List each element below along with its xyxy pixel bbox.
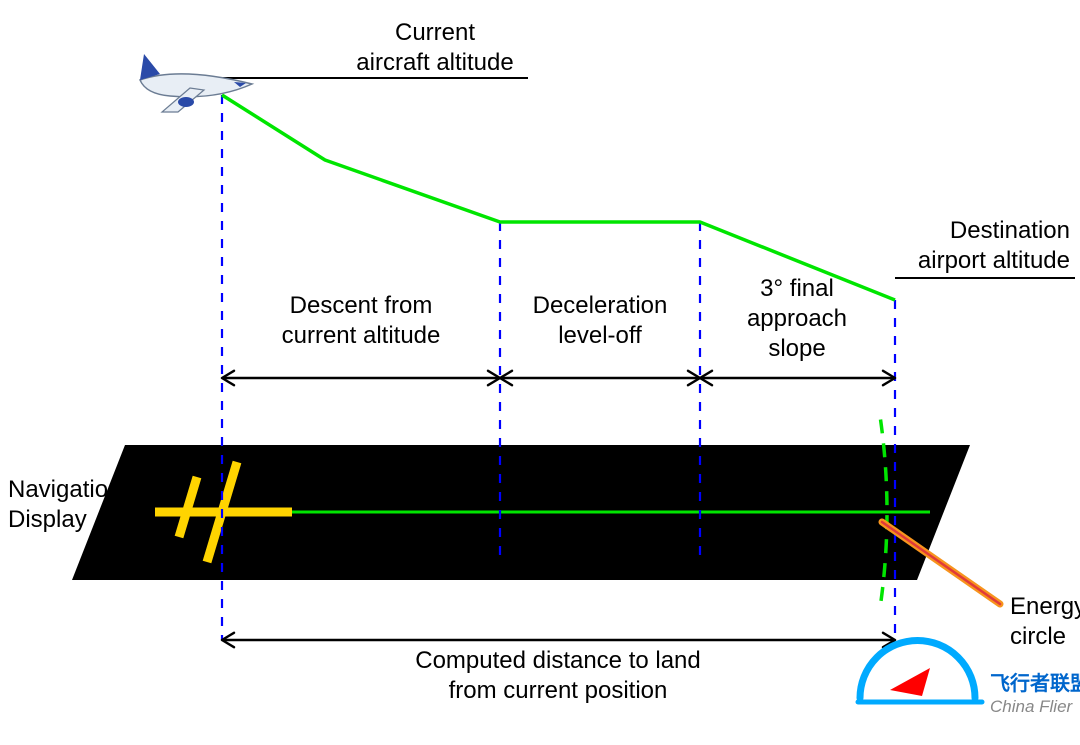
label-current-altitude: Current bbox=[395, 19, 475, 46]
label-nav-display: Display bbox=[8, 506, 87, 533]
label-computed-distance: from current position bbox=[449, 677, 668, 704]
label-energy-circle: Energy bbox=[1010, 593, 1080, 620]
label-energy-circle: circle bbox=[1010, 623, 1066, 650]
descent-profile-line bbox=[222, 95, 895, 300]
label-descent: current altitude bbox=[282, 322, 441, 349]
label-final: 3° final bbox=[760, 275, 834, 302]
logo-text-top: 飞行者联盟 bbox=[990, 671, 1080, 695]
watermark-logo: 飞行者联盟 China Flier bbox=[858, 641, 1080, 717]
label-current-altitude: aircraft altitude bbox=[356, 49, 513, 76]
label-computed-distance: Computed distance to land bbox=[415, 647, 701, 674]
label-decel: level-off bbox=[558, 322, 642, 349]
label-destination-altitude: Destination bbox=[950, 217, 1070, 244]
label-decel: Deceleration bbox=[533, 292, 668, 319]
label-descent: Descent from bbox=[290, 292, 433, 319]
logo-text-bottom: China Flier bbox=[990, 697, 1074, 716]
label-nav-display: Navigation bbox=[8, 476, 121, 503]
label-final: approach bbox=[747, 305, 847, 332]
label-final: slope bbox=[768, 335, 825, 362]
label-destination-altitude: airport altitude bbox=[918, 247, 1070, 274]
